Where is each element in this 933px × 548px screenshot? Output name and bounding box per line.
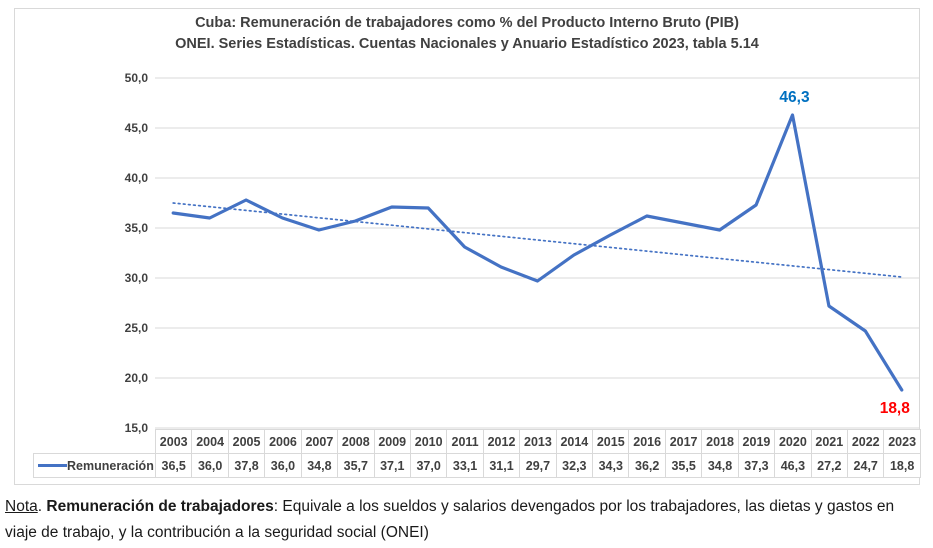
value-cell: 35,5 [664, 453, 703, 478]
trendline [172, 202, 903, 278]
table-header-row: 2003 2004 2005 2006 2007 2008 2009 2010 2011 2012… [34, 429, 921, 454]
annotation-2020: 46,3 [779, 89, 810, 106]
year-header-cell: 2004 [191, 429, 229, 454]
value-cell: 36,0 [191, 453, 229, 478]
year-header-cell: 2015 [592, 429, 630, 454]
table-value-row: Remuneración 36,5 36,0 37,8 36,0 34,8 35,7 37,1… [33, 453, 921, 478]
y-tick-label: 50,0 [124, 71, 148, 85]
year-header-cell: 2008 [337, 429, 375, 454]
year-header-cell: 2021 [810, 429, 849, 454]
chart-title: Cuba: Remuneración de trabajadores como … [195, 15, 739, 31]
value-cell: 37,8 [227, 453, 266, 478]
year-header-cell: 2020 [774, 429, 812, 454]
year-header-cell: 2014 [555, 429, 594, 454]
year-header-cell: 2003 [154, 429, 193, 454]
value-cell: 27,2 [810, 453, 849, 478]
year-header-cell: 2018 [701, 429, 739, 454]
y-tick-label: 35,0 [124, 221, 148, 235]
note-sep: . [37, 498, 47, 515]
value-cell: 36,2 [628, 453, 666, 478]
year-header-cell: 2016 [628, 429, 666, 454]
y-tick-label: 20,0 [124, 371, 148, 385]
year-header-cell: 2009 [373, 429, 411, 454]
year-header-cell: 2017 [664, 429, 703, 454]
value-cell: 35,7 [337, 453, 375, 478]
value-cell: 29,7 [519, 453, 557, 478]
note: Nota. Remuneración de trabajadores: Equi… [5, 494, 929, 546]
annotation-2023: 18,8 [879, 400, 910, 417]
chart-header: Cuba: Remuneración de trabajadores como … [14, 13, 920, 55]
y-tick-label: 45,0 [124, 121, 148, 135]
value-cell: 37,0 [409, 453, 448, 478]
value-cell: 37,3 [737, 453, 776, 478]
note-body: : Equivale a los sueldos y salarios deve… [5, 498, 895, 541]
value-cell: 36,0 [264, 453, 302, 478]
year-header-cell: 2010 [409, 429, 448, 454]
value-cell: 37,1 [373, 453, 411, 478]
year-header-cell: 2013 [519, 429, 557, 454]
note-term: Remuneración de trabajadores [46, 498, 274, 515]
value-cell: 33,1 [446, 453, 484, 478]
legend-label: Remuneración [67, 458, 154, 473]
y-tick-label: 30,0 [124, 271, 148, 285]
y-tick-label: 15,0 [124, 421, 148, 435]
year-header-cell: 2019 [737, 429, 776, 454]
value-cell: 34,3 [592, 453, 630, 478]
legend-line-icon [38, 464, 67, 467]
y-tick-label: 25,0 [124, 321, 148, 335]
legend-spacer [34, 430, 156, 454]
value-cell: 18,8 [883, 453, 921, 478]
y-tick-label: 40,0 [124, 171, 148, 185]
year-header-cell: 2005 [227, 429, 266, 454]
chart-subtitle: ONEI. Series Estadísticas. Cuentas Nacio… [175, 36, 759, 52]
value-cell: 34,8 [300, 453, 339, 478]
legend-cell: Remuneración [33, 453, 156, 478]
year-header-cell: 2011 [446, 429, 484, 454]
year-header-cell: 2007 [300, 429, 339, 454]
value-cell: 46,3 [774, 453, 812, 478]
value-cell: 32,3 [555, 453, 594, 478]
value-cell: 24,7 [847, 453, 885, 478]
note-label: Nota [5, 498, 38, 515]
year-header-cell: 2006 [264, 429, 302, 454]
year-header-cell: 2023 [883, 429, 921, 454]
series-line [171, 113, 904, 392]
value-cell: 36,5 [154, 453, 193, 478]
data-table: 2003 2004 2005 2006 2007 2008 2009 2010 2011 2012… [33, 429, 921, 478]
year-header-cell: 2012 [482, 429, 521, 454]
year-header-cell: 2022 [847, 429, 885, 454]
value-cell: 34,8 [701, 453, 739, 478]
value-cell: 31,1 [482, 453, 521, 478]
